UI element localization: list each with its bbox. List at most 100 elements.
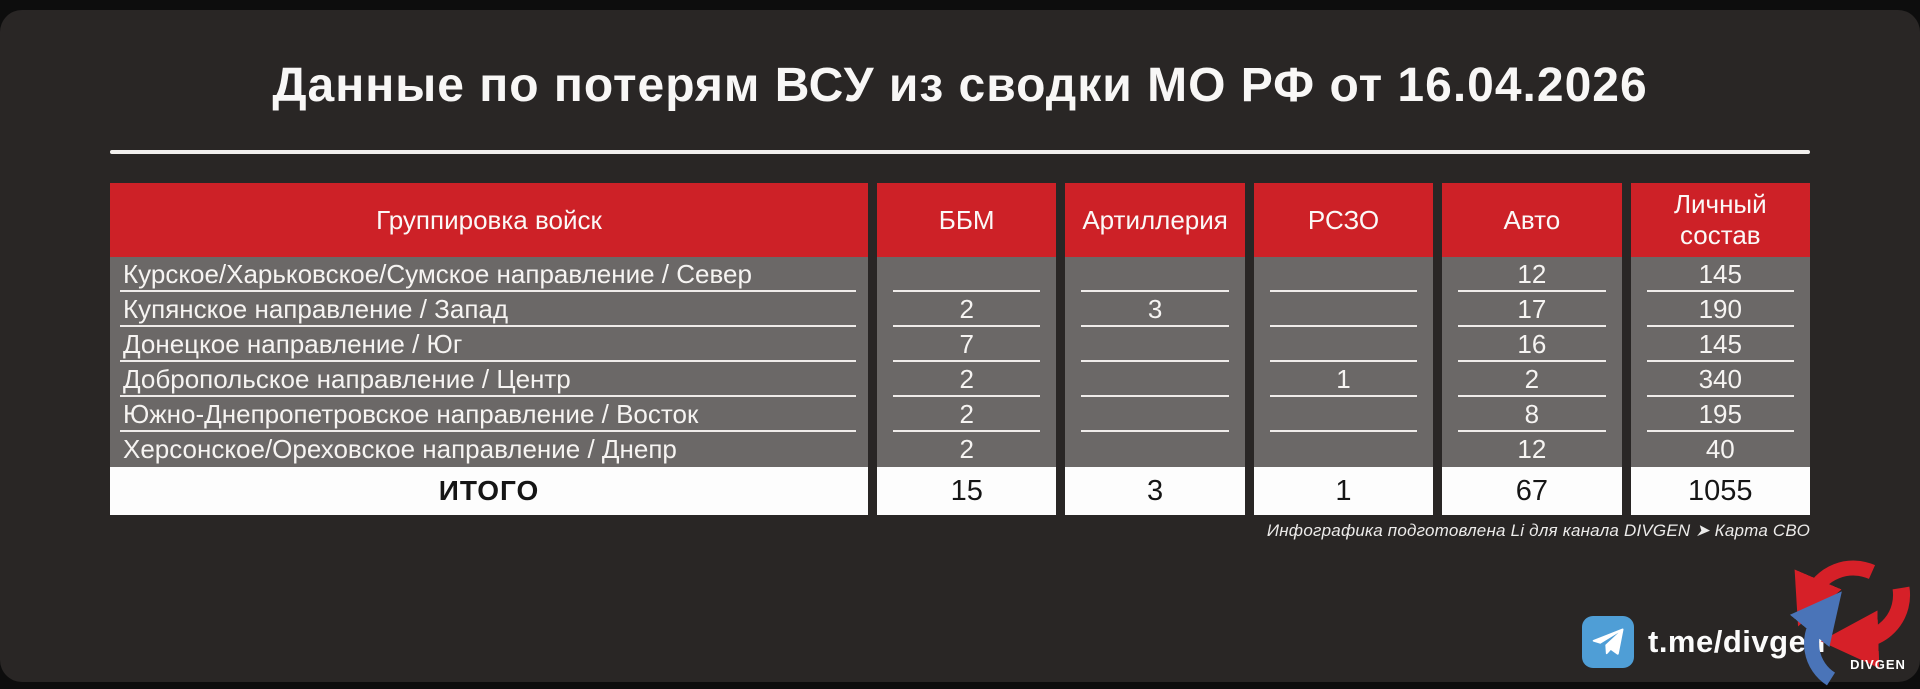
row-separator	[120, 360, 856, 362]
table-cell-auto: 2	[1442, 362, 1622, 397]
row-separator	[893, 290, 1041, 292]
table-cell-artillery	[1065, 397, 1245, 432]
cell-value: 1	[1336, 364, 1351, 394]
table-row-direction: Курское/Харьковское/Сумское направление …	[110, 257, 868, 292]
row-separator	[893, 430, 1041, 432]
row-separator	[1458, 395, 1606, 397]
col-header-personnel: Личный состав	[1630, 183, 1810, 257]
cell-value: 145	[1698, 329, 1742, 359]
row-separator	[1269, 430, 1418, 432]
row-separator	[1269, 290, 1418, 292]
table-cell-bbm	[877, 257, 1057, 292]
cell-value: 2	[959, 294, 974, 324]
row-separator	[120, 430, 856, 432]
table-cell-personnel: 145	[1630, 257, 1810, 292]
page-title: Данные по потерям ВСУ из сводки МО РФ от…	[272, 59, 1648, 112]
row-separator	[1646, 395, 1794, 397]
row-separator	[1458, 360, 1606, 362]
divgen-logo: DIVGEN	[1786, 557, 1918, 689]
row-separator	[120, 395, 856, 397]
direction-label: Южно-Днепропетровское направление / Вост…	[123, 399, 699, 429]
row-separator	[893, 325, 1041, 327]
table-cell-artillery	[1065, 362, 1245, 397]
cell-value: 195	[1698, 399, 1742, 429]
row-separator	[1081, 395, 1229, 397]
table-cell-artillery	[1065, 257, 1245, 292]
table-cell-artillery	[1065, 327, 1245, 362]
row-separator	[1646, 325, 1794, 327]
row-separator	[1646, 290, 1794, 292]
direction-label: Купянское направление / Запад	[123, 294, 509, 324]
cell-value: 7	[959, 329, 974, 359]
table-row-direction: Добропольское направление / Центр	[110, 362, 868, 397]
row-separator	[1269, 395, 1418, 397]
row-separator	[893, 395, 1041, 397]
row-separator	[1269, 360, 1418, 362]
col-header-auto: Авто	[1442, 183, 1622, 257]
cell-value: 16	[1517, 329, 1547, 359]
table-cell-mlrs	[1253, 432, 1434, 467]
row-separator	[1646, 360, 1794, 362]
cell-value: 17	[1517, 294, 1547, 324]
row-separator	[1458, 290, 1606, 292]
telegram-icon[interactable]	[1582, 616, 1634, 668]
table-row-direction: Южно-Днепропетровское направление / Вост…	[110, 397, 868, 432]
direction-label: Херсонское/Ореховское направление / Днеп…	[123, 434, 677, 464]
row-separator	[120, 325, 856, 327]
col-header-artillery: Артиллерия	[1065, 183, 1245, 257]
table-cell-mlrs	[1253, 397, 1434, 432]
table-row-direction: Купянское направление / Запад	[110, 292, 868, 327]
row-separator	[1458, 430, 1606, 432]
table-cell-auto: 16	[1442, 327, 1622, 362]
table-row-direction: Херсонское/Ореховское направление / Днеп…	[110, 432, 868, 467]
total-auto: 67	[1442, 467, 1622, 515]
table-cell-mlrs: 1	[1253, 362, 1434, 397]
table-cell-bbm: 7	[877, 327, 1057, 362]
table-cell-personnel: 145	[1630, 327, 1810, 362]
table-cell-artillery	[1065, 432, 1245, 467]
row-separator	[1081, 360, 1229, 362]
table-cell-bbm: 2	[877, 397, 1057, 432]
total-mlrs: 1	[1253, 467, 1434, 515]
table-cell-personnel: 40	[1630, 432, 1810, 467]
cell-value: 2	[959, 399, 974, 429]
direction-label: Донецкое направление / Юг	[123, 329, 463, 359]
cell-value: 12	[1517, 259, 1547, 289]
title-underline	[110, 150, 1810, 154]
cell-value: 8	[1524, 399, 1540, 429]
cell-value: 3	[1147, 294, 1163, 324]
losses-table: Группировка войск ББМ Артиллерия РСЗО Ав…	[110, 183, 1810, 515]
table-cell-mlrs	[1253, 257, 1434, 292]
table-cell-mlrs	[1253, 292, 1434, 327]
cell-value: 2	[959, 434, 974, 464]
row-separator	[1458, 325, 1606, 327]
row-separator	[1081, 325, 1229, 327]
attribution-note: Инфографика подготовлена Li для канала D…	[1266, 521, 1810, 540]
total-artillery: 3	[1065, 467, 1245, 515]
table-cell-auto: 12	[1442, 432, 1622, 467]
cell-value: 12	[1517, 434, 1547, 464]
table-cell-bbm: 2	[877, 292, 1057, 327]
row-separator	[893, 360, 1041, 362]
logo-text: DIVGEN	[1850, 657, 1906, 672]
cell-value: 40	[1705, 434, 1735, 464]
table-cell-artillery: 3	[1065, 292, 1245, 327]
table-cell-auto: 12	[1442, 257, 1622, 292]
row-separator	[1269, 325, 1418, 327]
table-cell-personnel: 340	[1630, 362, 1810, 397]
table-cell-personnel: 190	[1630, 292, 1810, 327]
table-cell-mlrs	[1253, 327, 1434, 362]
table-row-direction: Донецкое направление / Юг	[110, 327, 868, 362]
col-header-bbm: ББМ	[877, 183, 1057, 257]
direction-label: Курское/Харьковское/Сумское направление …	[123, 259, 752, 289]
cell-value: 145	[1698, 259, 1742, 289]
table-cell-bbm: 2	[877, 432, 1057, 467]
row-separator	[1081, 290, 1229, 292]
row-separator	[1081, 430, 1229, 432]
cell-value: 190	[1698, 294, 1742, 324]
cell-value: 2	[959, 364, 974, 394]
table-cell-auto: 8	[1442, 397, 1622, 432]
cell-value: 340	[1698, 364, 1742, 394]
table-cell-bbm: 2	[877, 362, 1057, 397]
